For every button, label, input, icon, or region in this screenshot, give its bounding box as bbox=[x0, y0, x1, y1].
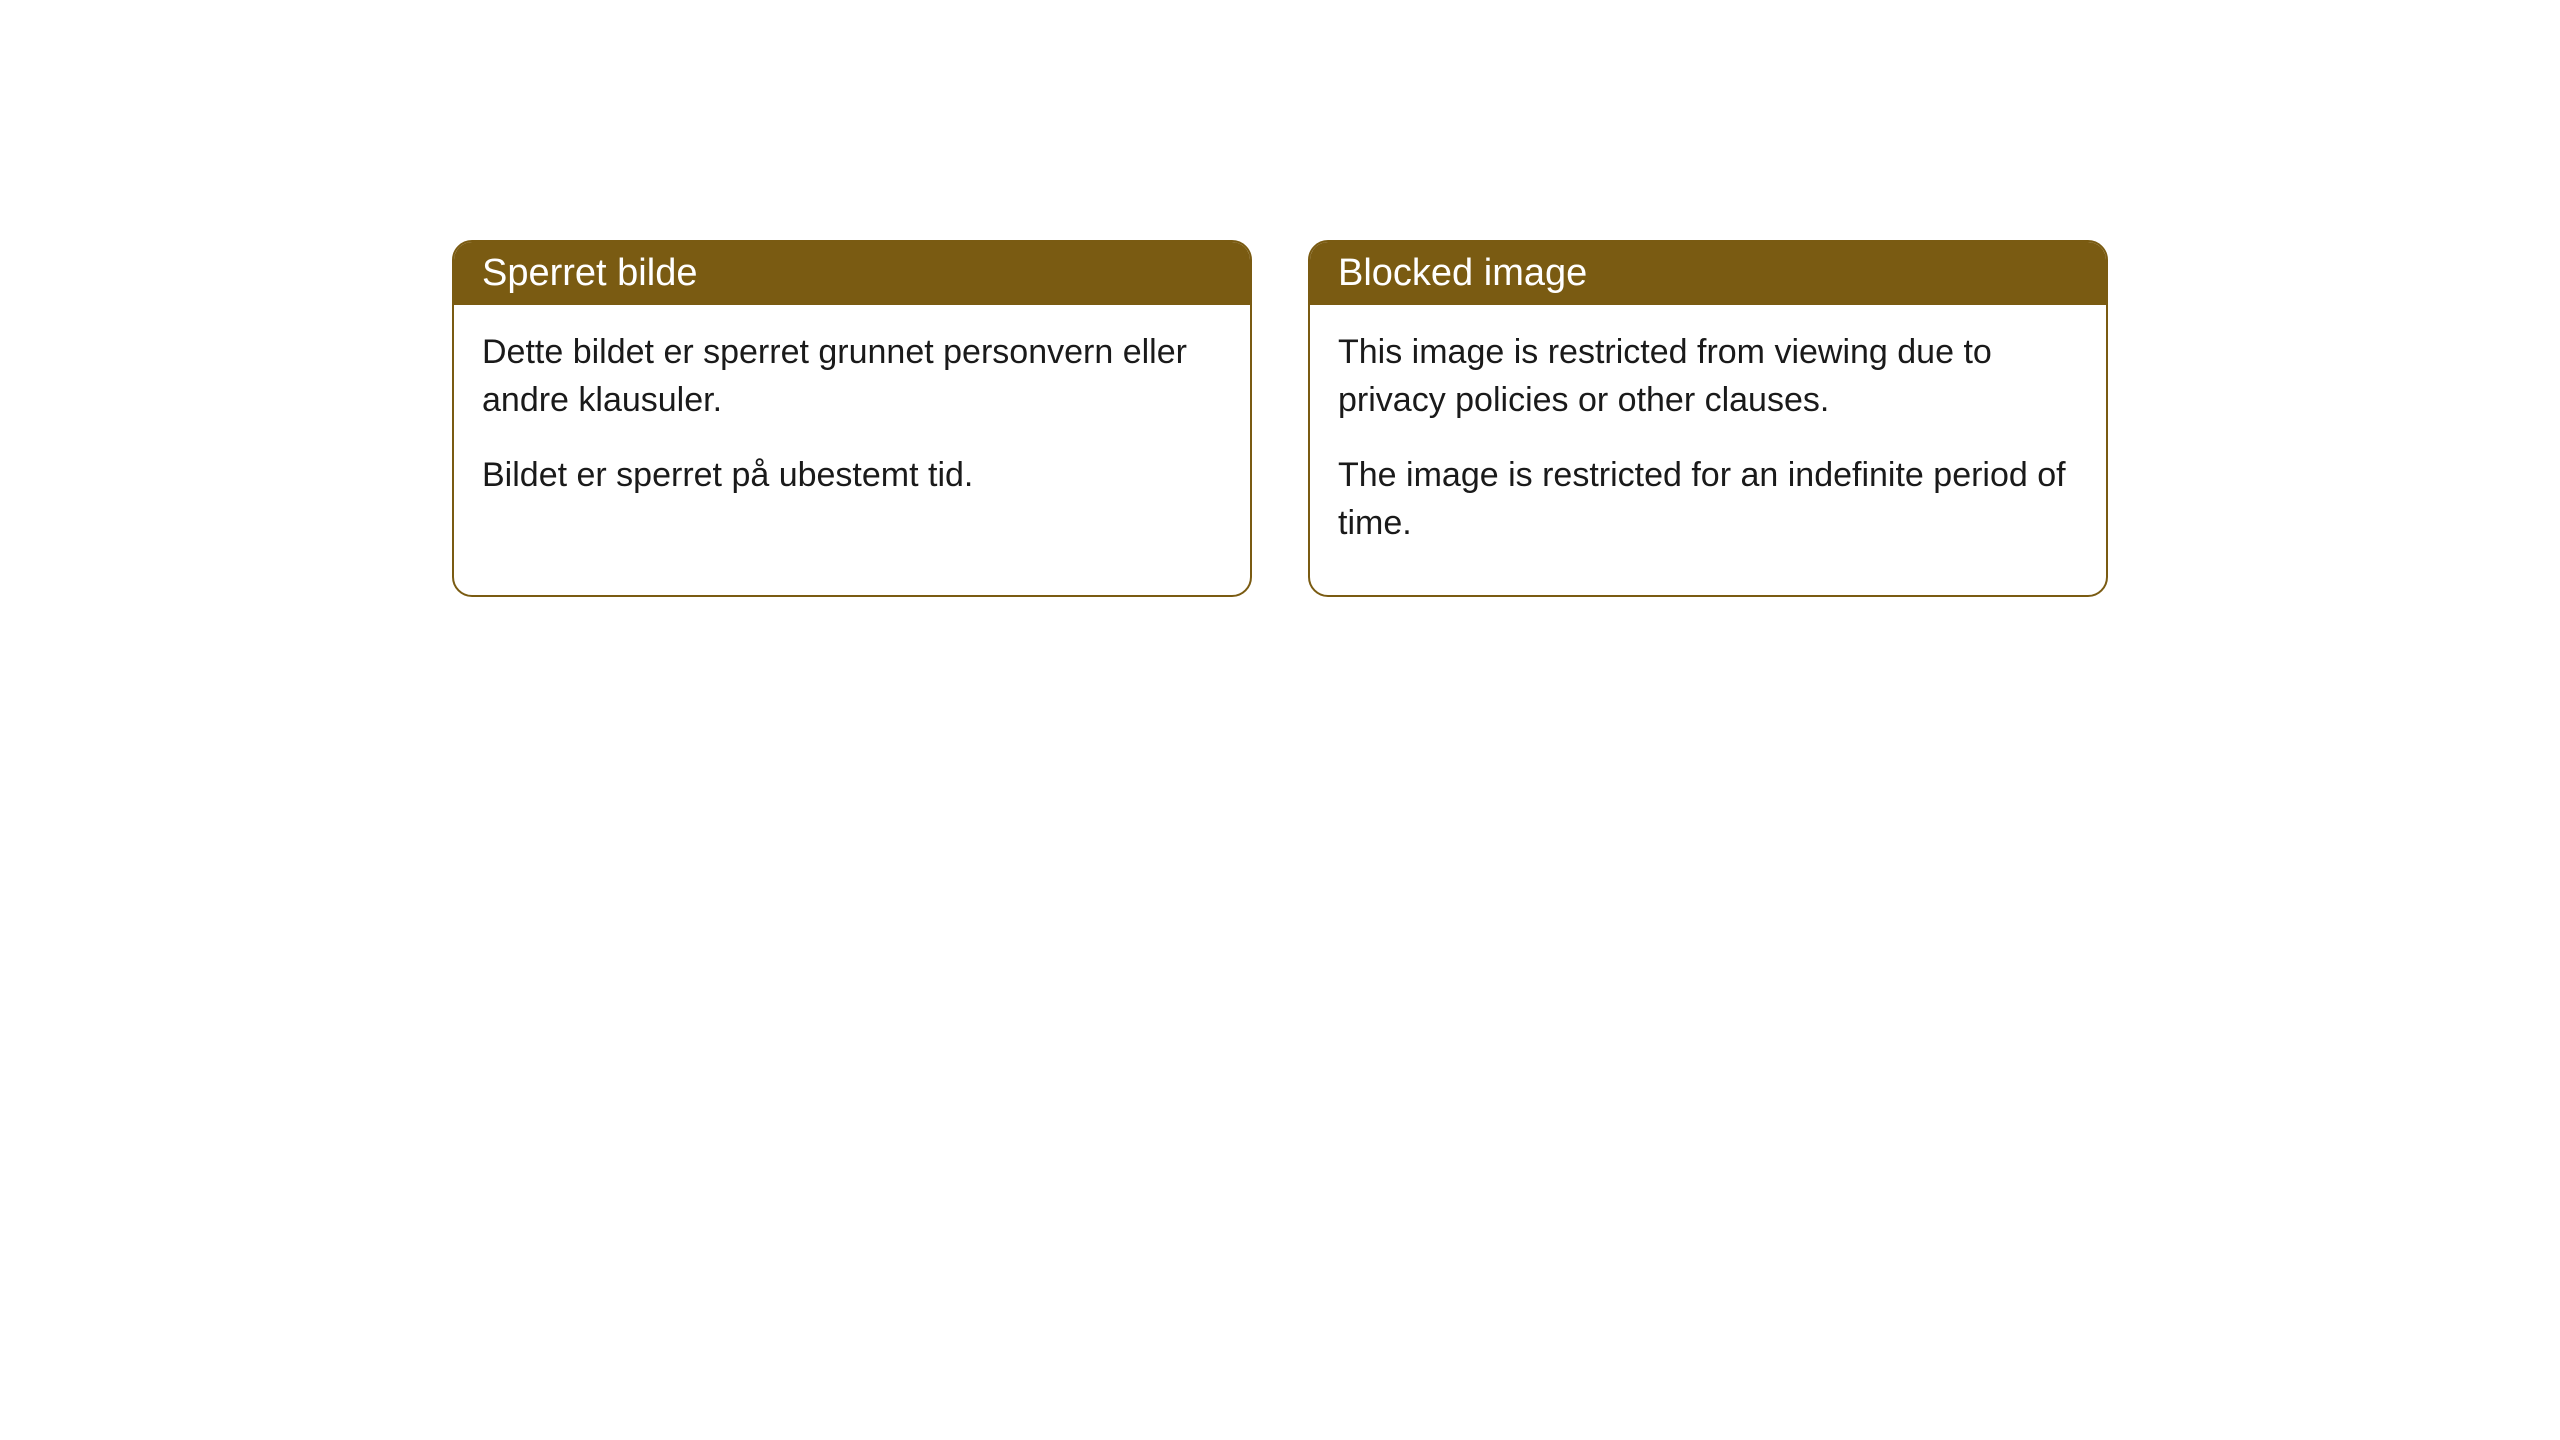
card-paragraph-norwegian-2: Bildet er sperret på ubestemt tid. bbox=[482, 452, 1222, 500]
card-paragraph-english-2: The image is restricted for an indefinit… bbox=[1338, 452, 2078, 547]
card-body-norwegian: Dette bildet er sperret grunnet personve… bbox=[454, 305, 1250, 548]
notice-card-norwegian: Sperret bilde Dette bildet er sperret gr… bbox=[452, 240, 1252, 597]
notice-cards-container: Sperret bilde Dette bildet er sperret gr… bbox=[452, 240, 2108, 597]
card-header-norwegian: Sperret bilde bbox=[454, 242, 1250, 305]
card-paragraph-norwegian-1: Dette bildet er sperret grunnet personve… bbox=[482, 329, 1222, 424]
notice-card-english: Blocked image This image is restricted f… bbox=[1308, 240, 2108, 597]
card-body-english: This image is restricted from viewing du… bbox=[1310, 305, 2106, 595]
card-header-english: Blocked image bbox=[1310, 242, 2106, 305]
card-title-norwegian: Sperret bilde bbox=[482, 252, 697, 294]
card-paragraph-english-1: This image is restricted from viewing du… bbox=[1338, 329, 2078, 424]
card-title-english: Blocked image bbox=[1338, 252, 1587, 294]
